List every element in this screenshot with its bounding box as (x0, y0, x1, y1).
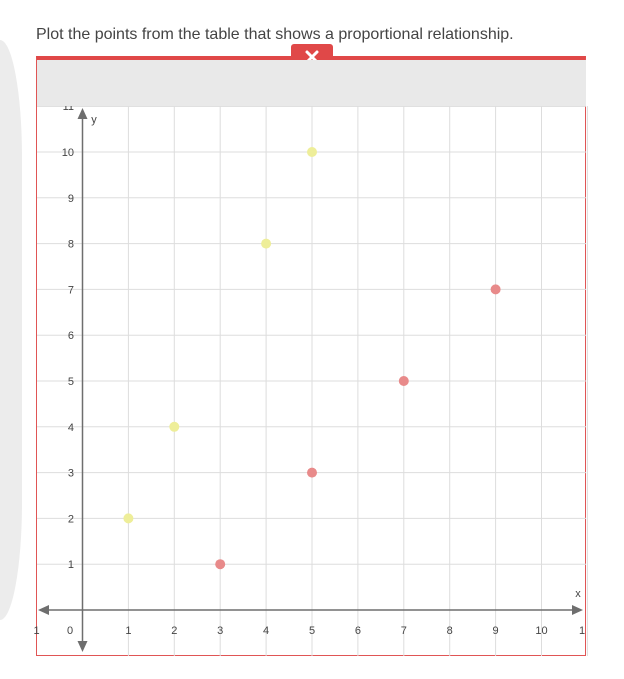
plotted-point[interactable] (307, 467, 317, 478)
plotted-points[interactable] (123, 147, 501, 570)
x-tick-label: 5 (309, 625, 315, 637)
y-axis-label: y (91, 114, 97, 126)
y-tick-label: 9 (68, 193, 74, 205)
y-axis-arrow-up (77, 108, 88, 119)
x-axis-arrow-right (572, 605, 583, 615)
y-tick-label: 3 (68, 468, 74, 480)
x-tick-label: 1 (579, 625, 585, 637)
question-prompt: Plot the points from the table that show… (36, 26, 514, 43)
y-axis-arrow-down (77, 641, 88, 652)
x-tick-label: 6 (355, 625, 361, 637)
x-tick-label: 3 (217, 625, 223, 637)
y-tick-label: 8 (68, 239, 74, 251)
y-tick-label: 7 (68, 284, 74, 296)
x-tick-label: 10 (535, 625, 547, 637)
plotted-point[interactable] (398, 376, 409, 386)
y-tick-label: 4 (68, 422, 74, 434)
y-tick-label: 10 (62, 147, 74, 159)
x-axis-label: x (575, 588, 581, 600)
plotted-point[interactable] (215, 559, 226, 570)
plotted-point[interactable] (261, 238, 272, 249)
y-tick-label: 5 (68, 376, 74, 388)
x-tick-label: 0 (67, 625, 73, 637)
x-tick-label: 1 (125, 625, 131, 637)
x-tick-label: 8 (447, 625, 453, 637)
plotted-point[interactable] (169, 421, 180, 432)
left-edge-shadow (0, 40, 22, 620)
x-axis-arrow-left (38, 605, 49, 615)
plotted-point[interactable] (490, 284, 501, 295)
axes (38, 108, 583, 652)
y-tick-label: 6 (68, 330, 74, 342)
x-tick-label: 7 (401, 625, 407, 637)
y-tick-label: 1 (68, 559, 74, 571)
plotted-point[interactable] (123, 513, 134, 524)
x-tick-label: 4 (263, 625, 269, 637)
y-tick-label: 2 (68, 513, 74, 525)
grid-lines (37, 105, 588, 656)
plotted-point[interactable] (307, 147, 317, 157)
header-band-overlay (37, 60, 586, 106)
y-tick-label: 11 (63, 101, 74, 113)
x-tick-label: 9 (493, 625, 499, 637)
x-tick-label: 1 (34, 625, 40, 637)
x-tick-label: 2 (171, 625, 177, 637)
